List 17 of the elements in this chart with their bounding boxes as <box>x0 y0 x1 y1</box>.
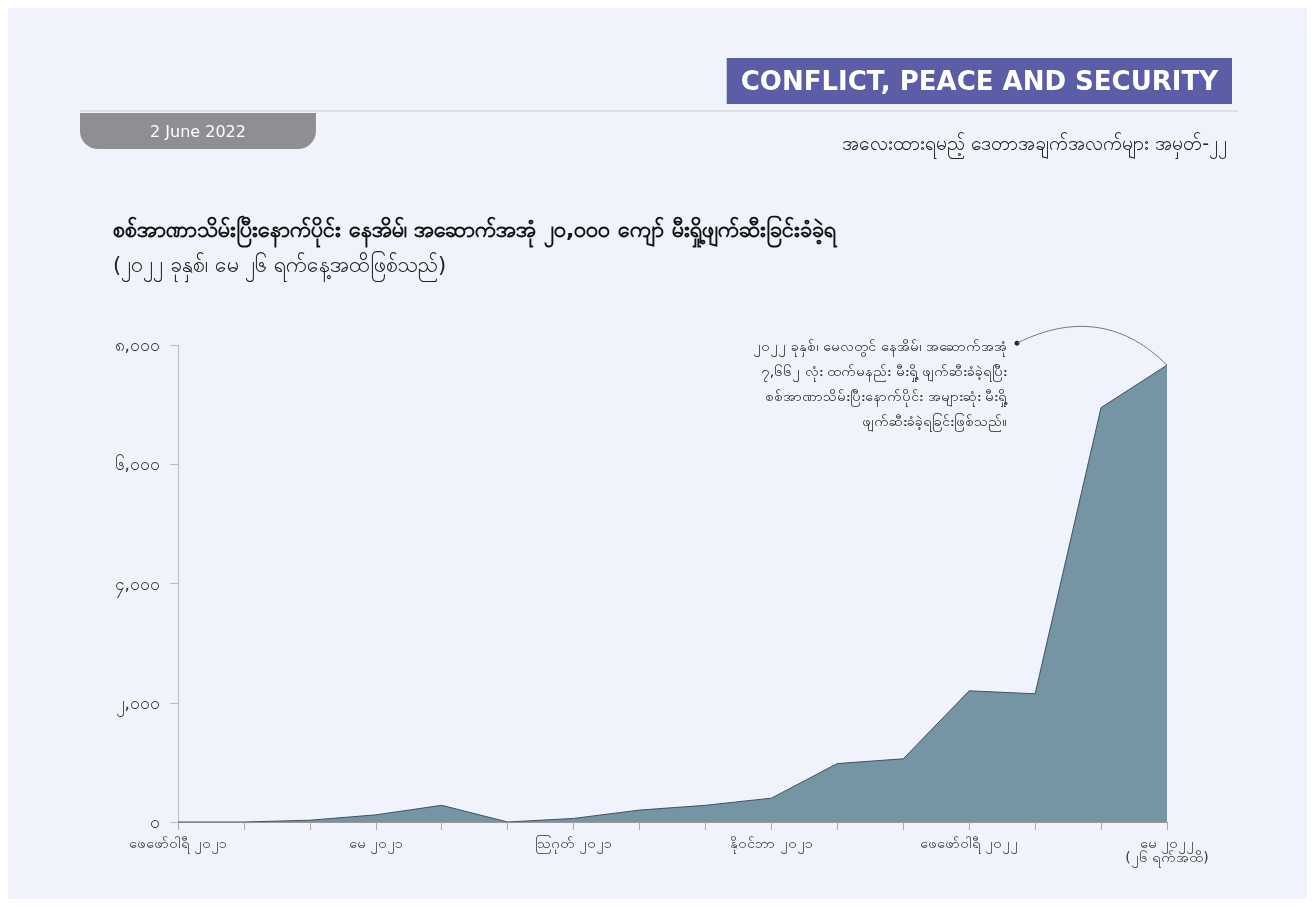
chart-subtitle: (၂၀၂၂ ခုနှစ်၊ မေ ၂၆ ရက်နေ့အထိဖြစ်သည်) <box>113 250 447 283</box>
text: CONFLICT, PEACE AND SECURITY <box>740 66 1220 96</box>
chart-title: စစ်အာဏာသိမ်းပြီးနောက်ပိုင်း နေအိမ်၊ အဆောက်အအုံ ၂၀,၀၀၀ ကျော် မီးရှို့ဖျက်ဆီးခြင်းခံခဲ့ရ <box>113 214 838 248</box>
y-tick-label: ၀ <box>150 812 160 832</box>
y-tick-label: ၈,၀၀၀ <box>114 335 160 355</box>
x-tick-label: ဩဂုတ် ၂၀၂၁ <box>535 835 612 854</box>
y-tick-label: ၂,၀၀၀ <box>115 692 160 717</box>
x-tick-label: ဖေဖော်ဝါရီ ၂၀၂၂ <box>919 835 1019 854</box>
x-tick-label: မေ ၂၀၂၁ <box>348 835 404 854</box>
text: 2 June 2022 <box>150 121 246 141</box>
x-tick-label: မေ ၂၀၂၂ (၂၆ ရက်အထိ) <box>1125 835 1209 868</box>
text: အလေးထားရမည့် ဒေတာအချက်အလက်များ အမှတ်-၂၂ <box>842 131 1227 159</box>
x-tick-label: ဖေဖော်ဝါရီ ၂၀၂၁ <box>128 835 228 854</box>
annotation: ၂၀၂၂ ခုနှစ်၊ မေလတွင် နေအိမ်၊ အဆောက်အအုံ ၇,၆၆၂ လုံး ထက်မနည်း မီးရှို့ ဖျက်ဆီးခံခဲ့ရပြီး စစ်အာဏာသိမ်းပြီးနောက်ပိုင်း အများဆုံး မီးရှို့ ဖျက်ဆီးခံခဲ့ရခြင်းဖြစ်သည်။ <box>753 337 1008 432</box>
y-tick-label: ၆,၀၀၀ <box>114 454 160 475</box>
x-tick-label: နိုဝင်ဘာ ၂၀၂၁ <box>730 835 813 854</box>
y-tick-label: ၄,၀၀၀ <box>114 573 160 598</box>
